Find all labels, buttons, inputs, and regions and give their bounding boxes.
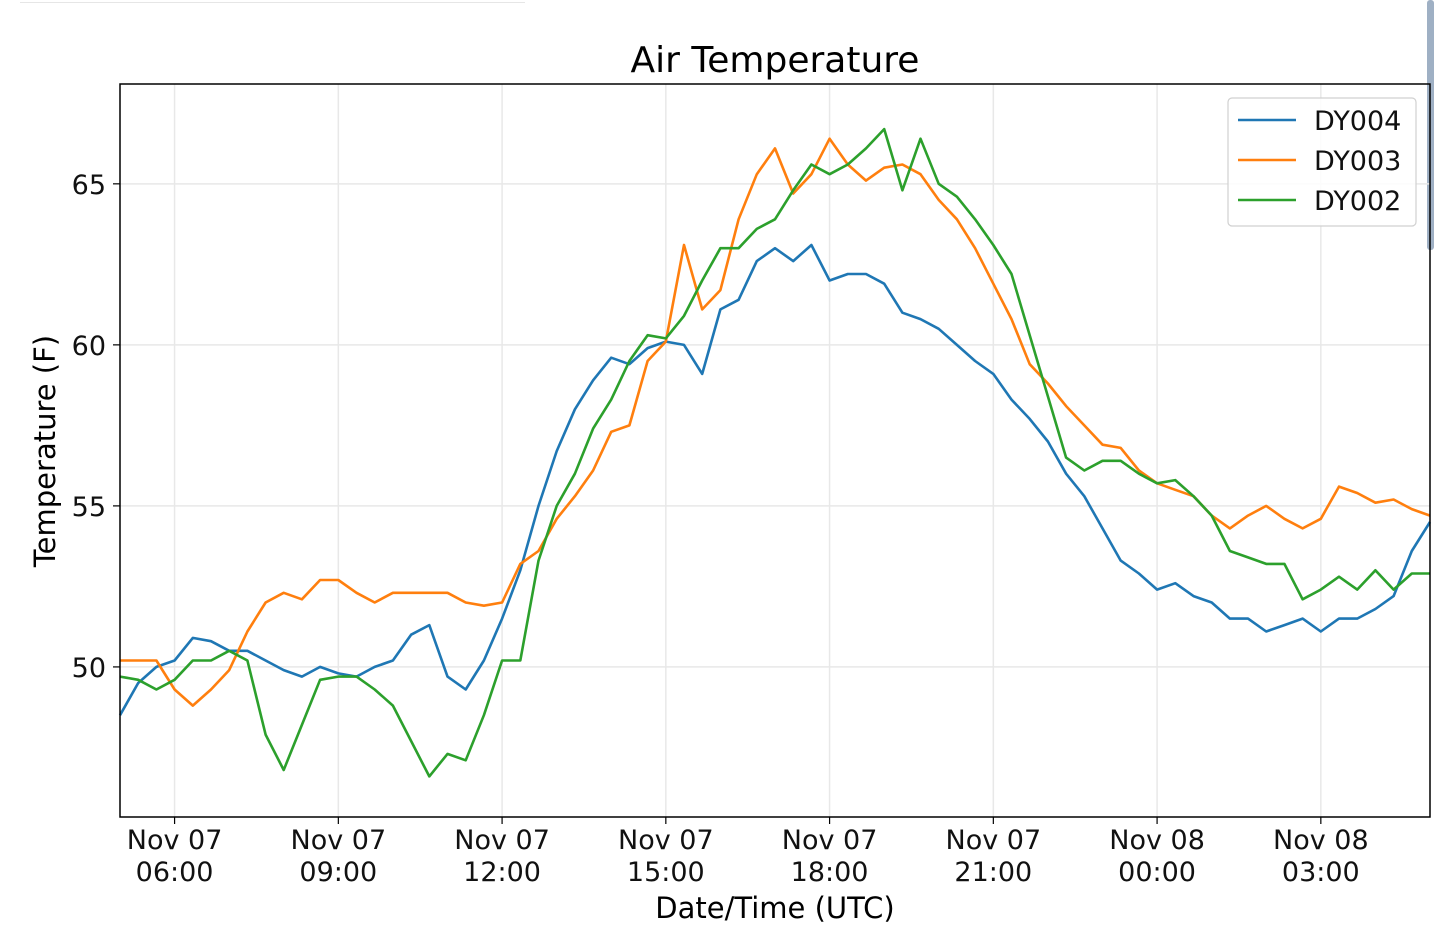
x-tick-label-time: 09:00	[299, 857, 377, 888]
y-axis: 50 55 60 65	[72, 170, 120, 684]
series-lines	[118, 127, 1432, 778]
x-tick-label-date: Nov 07	[291, 825, 387, 856]
chart-title: Air Temperature	[631, 40, 920, 81]
x-tick-label-date: Nov 07	[454, 825, 550, 856]
series-line-dy002	[119, 127, 1430, 778]
x-tick-label-time: 03:00	[1282, 857, 1360, 888]
y-axis-label: Temperature (F)	[28, 335, 62, 568]
x-tick-label-time: 18:00	[791, 857, 869, 888]
legend-label: DY004	[1314, 106, 1401, 137]
y-tick-label: 60	[72, 331, 106, 362]
plot-frame	[119, 83, 1431, 818]
y-tick-label: 65	[72, 170, 106, 201]
x-tick-label-date: Nov 07	[782, 825, 878, 856]
grid	[120, 84, 1430, 817]
x-tick-label-date: Nov 08	[1273, 825, 1369, 856]
x-tick-label-time: 21:00	[954, 857, 1032, 888]
top-divider	[20, 2, 525, 3]
x-tick-label-time: 00:00	[1118, 857, 1196, 888]
x-axis-label: Date/Time (UTC)	[655, 891, 894, 925]
x-tick-label-time: 15:00	[627, 857, 705, 888]
legend-box	[1227, 97, 1417, 227]
legend-label: DY002	[1314, 186, 1401, 217]
y-tick-label: 55	[72, 492, 106, 523]
x-tick-label-date: Nov 07	[127, 825, 223, 856]
x-tick-label-time: 12:00	[463, 857, 541, 888]
x-tick-label-date: Nov 08	[1109, 825, 1205, 856]
series-line-dy004	[118, 243, 1432, 716]
y-tick-label: 50	[72, 653, 106, 684]
x-tick-label-time: 06:00	[136, 857, 214, 888]
x-tick-label-date: Nov 07	[618, 825, 714, 856]
legend-label: DY003	[1314, 146, 1401, 177]
legend: DY004 DY003 DY002	[1227, 97, 1417, 227]
x-tick-label-date: Nov 07	[946, 825, 1042, 856]
